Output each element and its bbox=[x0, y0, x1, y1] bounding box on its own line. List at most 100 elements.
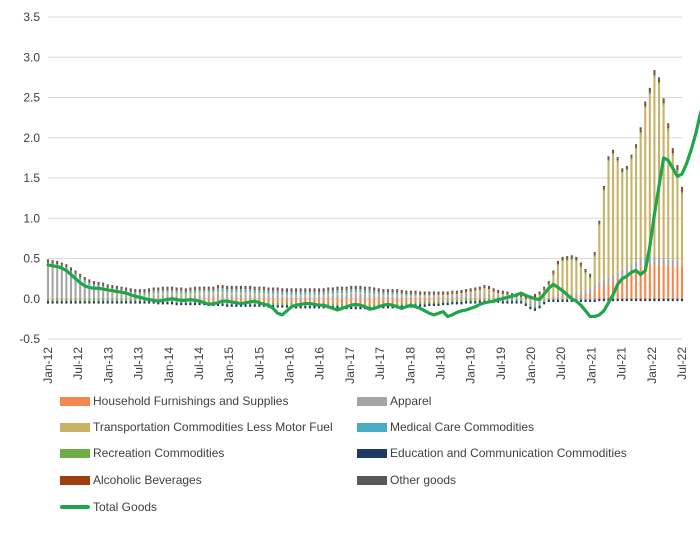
bar-segment bbox=[368, 304, 371, 307]
bar-segment bbox=[589, 298, 592, 300]
bar-segment bbox=[226, 289, 229, 293]
bar-segment bbox=[65, 298, 68, 302]
bar-segment bbox=[533, 308, 537, 311]
bar-segment bbox=[469, 301, 472, 304]
bar-segment bbox=[657, 257, 661, 265]
bar-segment bbox=[653, 298, 656, 302]
bar-segment bbox=[354, 292, 357, 294]
bar-segment bbox=[276, 305, 279, 308]
bar-segment bbox=[644, 103, 647, 107]
bar-segment bbox=[345, 288, 348, 290]
bar-segment bbox=[363, 293, 367, 295]
bar-segment bbox=[653, 77, 656, 257]
bar-segment bbox=[607, 156, 610, 158]
bar-segment bbox=[46, 267, 50, 298]
bar-segment bbox=[336, 294, 339, 299]
y-tick-label: 2.5 bbox=[23, 91, 40, 105]
bar-segment bbox=[184, 293, 187, 297]
bar-segment bbox=[644, 264, 647, 299]
bar-segment bbox=[74, 270, 77, 273]
bar-segment bbox=[529, 306, 532, 310]
bar-segment bbox=[612, 298, 615, 302]
bar-segment bbox=[676, 165, 679, 168]
bar-segment bbox=[157, 301, 160, 305]
bar-segment bbox=[501, 295, 504, 298]
bar-segment bbox=[566, 256, 569, 258]
bar-segment bbox=[662, 98, 665, 101]
bar-segment bbox=[88, 281, 91, 283]
bar-segment bbox=[414, 298, 417, 302]
bar-segment bbox=[644, 107, 647, 257]
bar-segment bbox=[405, 293, 408, 296]
bar-segment bbox=[386, 290, 390, 293]
bar-segment bbox=[304, 298, 307, 304]
bar-segment bbox=[400, 302, 403, 306]
bar-segment bbox=[391, 296, 394, 299]
bar-segment bbox=[198, 289, 201, 293]
legend-item: Other goods bbox=[357, 473, 456, 487]
bar-segment bbox=[308, 294, 311, 297]
bar-segment bbox=[295, 291, 298, 295]
bar-segment bbox=[657, 264, 661, 299]
bar-segment bbox=[630, 154, 633, 157]
bar-segment bbox=[88, 282, 91, 286]
bar-segment bbox=[216, 298, 220, 302]
bar-segment bbox=[368, 294, 371, 299]
bar-segment bbox=[79, 298, 82, 302]
bar-segment bbox=[106, 292, 109, 299]
bar-segment bbox=[561, 261, 564, 293]
bar-segment bbox=[469, 288, 472, 290]
bar-segment bbox=[345, 293, 348, 295]
bar-segment bbox=[635, 298, 638, 302]
bar-segment bbox=[336, 289, 339, 294]
bar-segment bbox=[235, 294, 238, 299]
bar-segment bbox=[589, 278, 592, 289]
bar-segment bbox=[680, 266, 684, 299]
bar-segment bbox=[304, 294, 307, 297]
legend-swatch bbox=[357, 448, 387, 458]
grid-layer bbox=[48, 16, 682, 340]
bar-segment bbox=[501, 290, 504, 293]
bar-segment bbox=[327, 298, 330, 304]
bar-segment bbox=[299, 289, 302, 292]
bar-segment bbox=[235, 304, 238, 307]
bar-segment bbox=[497, 295, 500, 298]
y-tick-label: 3.0 bbox=[23, 50, 40, 64]
bar-segment bbox=[111, 293, 114, 299]
bar-segment bbox=[143, 292, 146, 295]
bar-segment bbox=[262, 298, 265, 302]
bar-segment bbox=[598, 287, 601, 299]
bar-segment bbox=[460, 301, 463, 305]
bar-segment bbox=[455, 298, 458, 300]
bar-segment bbox=[676, 171, 679, 173]
bar-segment bbox=[180, 290, 183, 294]
bar-segment bbox=[51, 260, 54, 262]
bar-segment bbox=[667, 130, 670, 260]
bar-segment bbox=[391, 305, 394, 309]
bar-segment bbox=[400, 294, 403, 297]
bar-segment bbox=[648, 94, 651, 96]
bar-segment bbox=[671, 153, 674, 155]
bar-segment bbox=[285, 302, 288, 306]
bar-segment bbox=[446, 296, 449, 299]
bar-segment bbox=[106, 285, 109, 288]
bar-segment bbox=[129, 296, 132, 299]
bar-segment bbox=[359, 293, 362, 299]
bar-segment bbox=[239, 294, 242, 299]
bar-segment bbox=[359, 289, 362, 293]
bar-segment bbox=[377, 295, 380, 299]
bar-segment bbox=[295, 296, 298, 299]
bar-segment bbox=[432, 303, 435, 306]
bar-segment bbox=[92, 297, 95, 299]
x-tick-label: Jan-14 bbox=[162, 347, 176, 384]
bar-segment bbox=[92, 282, 95, 285]
bar-segment bbox=[405, 290, 408, 293]
bar-segment bbox=[400, 289, 403, 292]
bar-segment bbox=[451, 299, 454, 302]
bar-segment bbox=[469, 289, 472, 292]
bar-segment bbox=[198, 302, 201, 306]
bar-segment bbox=[221, 293, 224, 299]
bar-segment bbox=[244, 287, 247, 290]
bar-segment bbox=[230, 292, 233, 295]
